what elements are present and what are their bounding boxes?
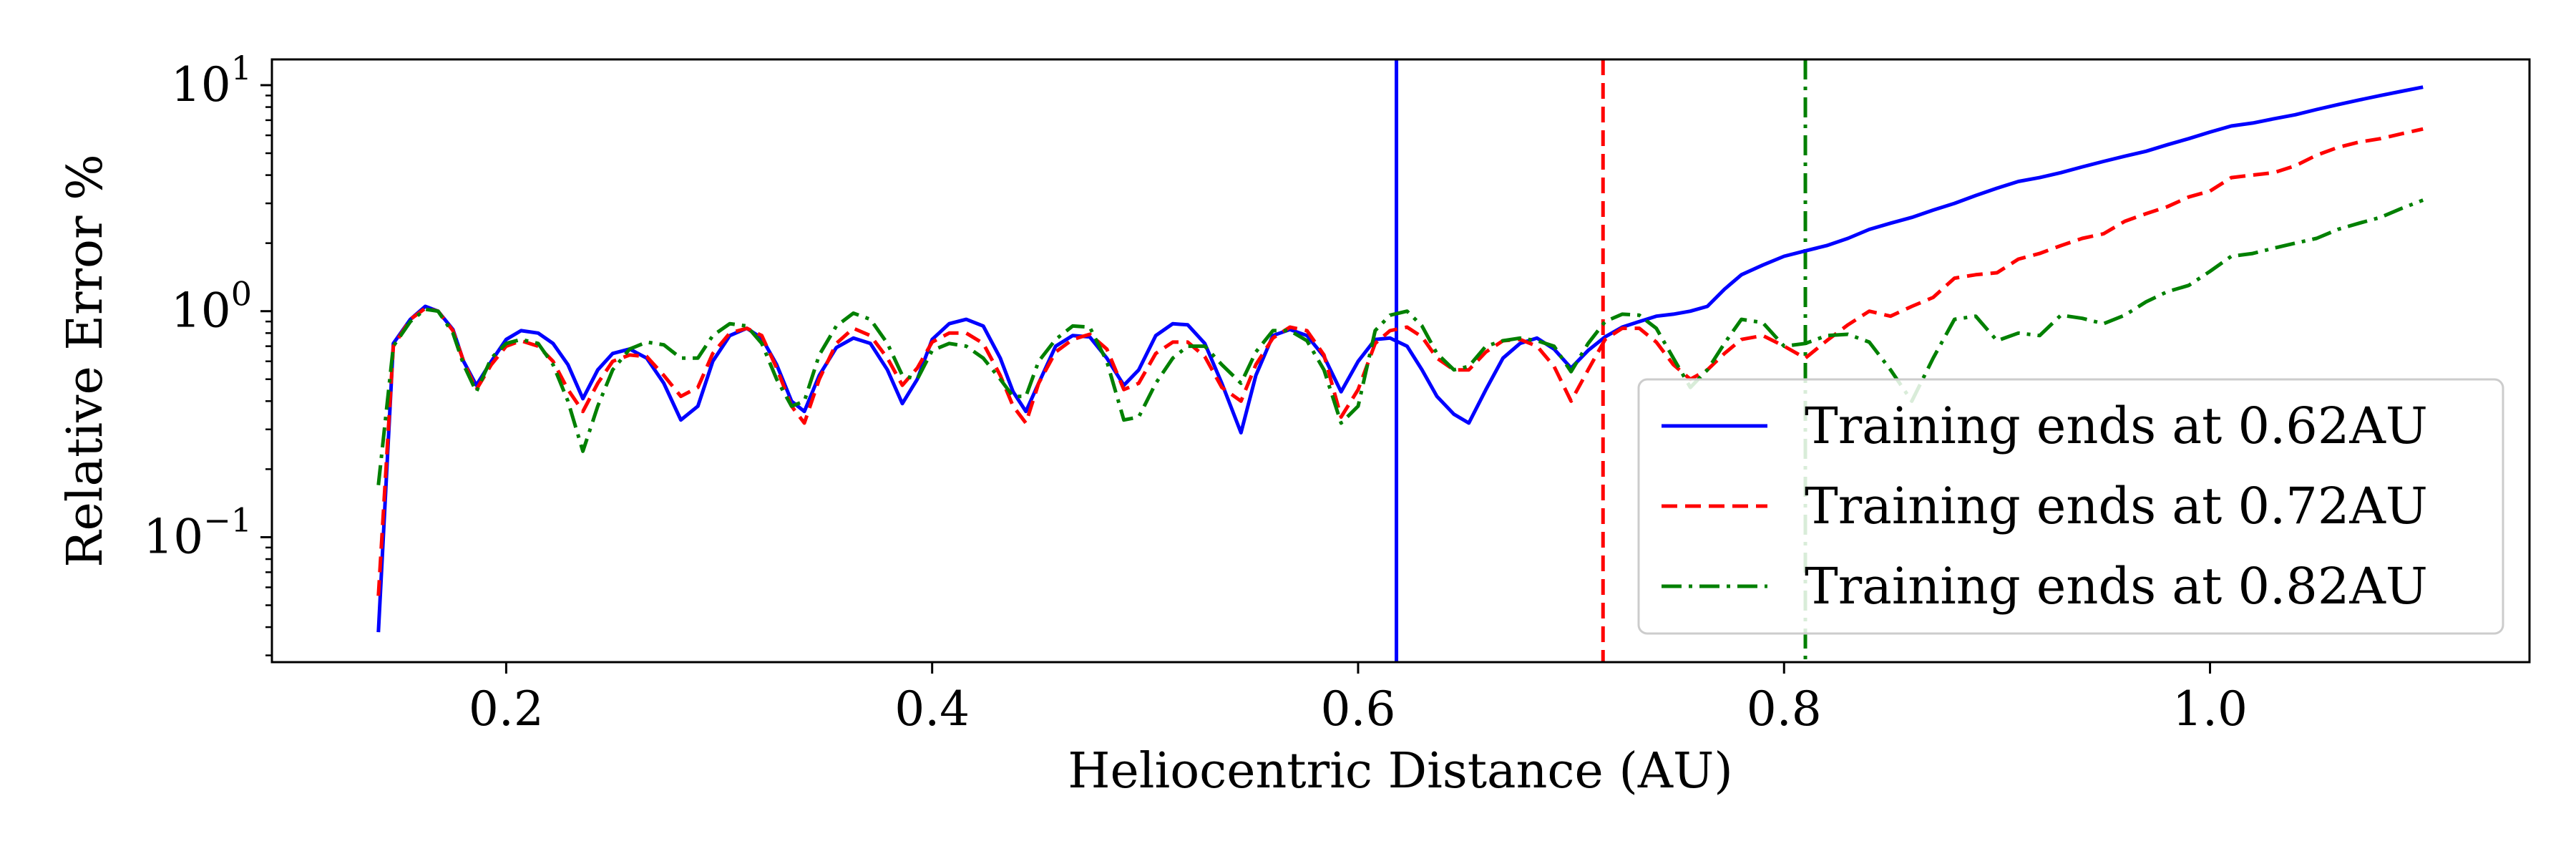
series-line-3: [376, 198, 2424, 485]
legend-label-3: Training ends at 0.82AU: [1805, 557, 2428, 616]
x-tick-label: 0.4: [894, 681, 970, 737]
x-tick-label: 0.6: [1320, 681, 1395, 737]
legend-label-1: Training ends at 0.62AU: [1805, 397, 2428, 455]
x-tick-label: 0.8: [1747, 681, 1822, 737]
y-tick-label: 101: [171, 49, 252, 112]
x-tick-label: 0.2: [469, 681, 544, 737]
y-axis-ticks: 10−1 100 101: [143, 49, 272, 656]
series-lines: [376, 85, 2424, 633]
series-line-2: [376, 127, 2424, 596]
series-line-1: [376, 85, 2424, 633]
legend-box: [1637, 378, 2504, 635]
x-axis-ticks: 0.2 0.4 0.6 0.8 1.0: [469, 662, 2248, 737]
legend-label-2: Training ends at 0.72AU: [1805, 477, 2428, 535]
y-axis-label: Relative Error %: [57, 154, 114, 567]
y-tick-label: 100: [171, 275, 252, 339]
y-tick-label: 10−1: [143, 500, 252, 564]
legend: Training ends at 0.62AU Training ends at …: [1637, 378, 2504, 635]
x-axis-label: Heliocentric Distance (AU): [1068, 743, 1733, 800]
x-tick-label: 1.0: [2172, 681, 2248, 737]
